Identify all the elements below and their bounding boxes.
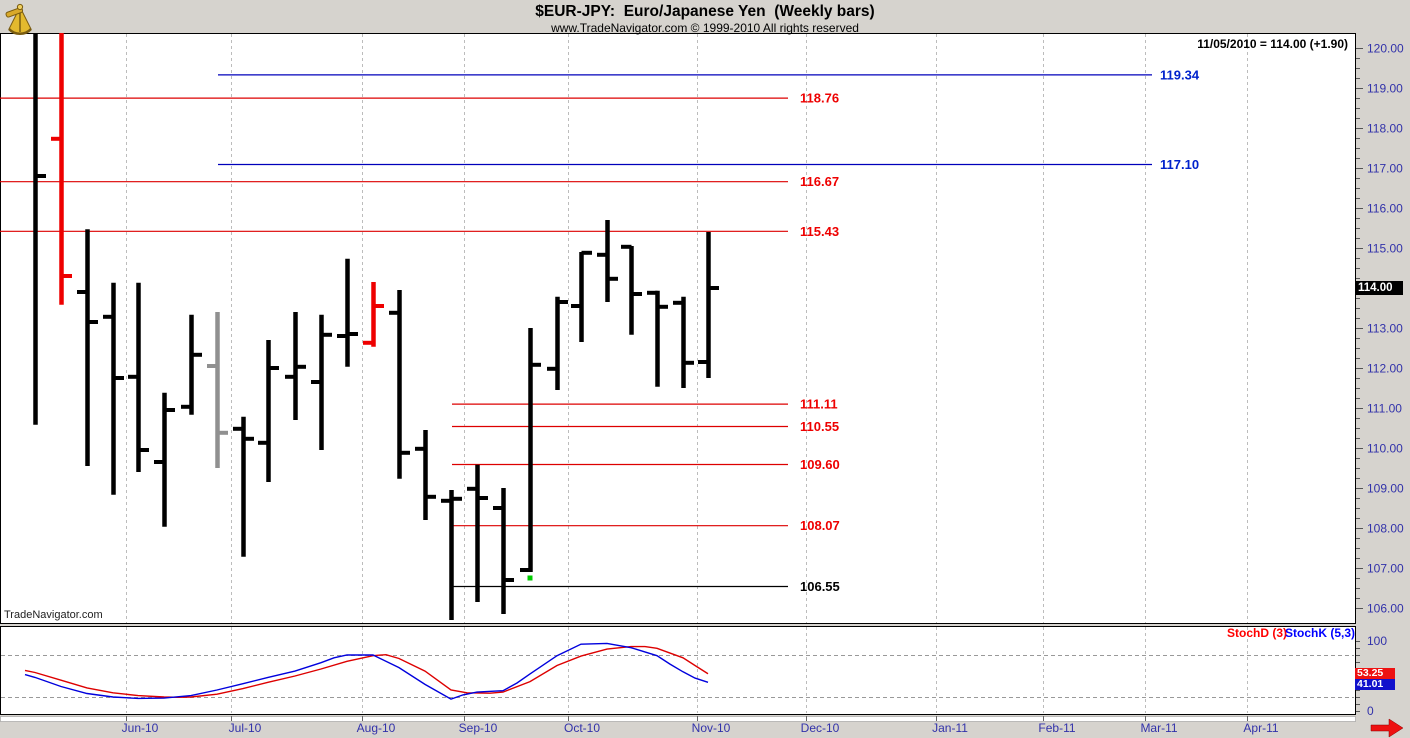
level-label: 110.55 xyxy=(800,419,839,434)
stoch-axis-0-label: 0 xyxy=(1367,704,1374,718)
month-label: Jan-11 xyxy=(932,721,968,735)
level-label: 116.67 xyxy=(800,174,839,189)
price-axis-label: 119.00 xyxy=(1367,82,1403,96)
stochd-value-box: 53.25 xyxy=(1355,668,1395,679)
chart-title: $EUR-JPY: Euro/Japanese Yen (Weekly bars… xyxy=(535,3,875,20)
price-axis-label: 118.00 xyxy=(1367,122,1403,136)
price-axis-label: 115.00 xyxy=(1367,242,1403,256)
month-label: Dec-10 xyxy=(801,721,840,735)
level-label: 118.76 xyxy=(800,91,839,106)
signal-marker xyxy=(527,575,533,581)
level-label: 117.10 xyxy=(1160,157,1199,172)
month-label: Aug-10 xyxy=(357,721,396,735)
last-price-box: 114.00 xyxy=(1355,281,1403,295)
price-axis-label: 112.00 xyxy=(1367,362,1403,376)
month-label: Feb-11 xyxy=(1038,721,1075,735)
price-axis-label: 107.00 xyxy=(1367,562,1404,576)
stoch-d-line xyxy=(24,645,709,699)
stoch-k-line xyxy=(24,642,709,700)
month-label: Jul-10 xyxy=(229,721,262,735)
level-label: 111.11 xyxy=(800,397,838,412)
stochk-legend-label[interactable]: StochK (5,3) xyxy=(1284,626,1355,640)
tradenavigator-logo-icon xyxy=(2,1,38,37)
price-axis-label: 116.00 xyxy=(1367,202,1403,216)
stochd-legend-label[interactable]: StochD (3) xyxy=(1227,626,1287,640)
price-axis-label: 117.00 xyxy=(1367,162,1403,176)
price-panel xyxy=(0,33,1356,624)
month-label: Mar-11 xyxy=(1140,721,1177,735)
month-label: Jun-10 xyxy=(122,721,159,735)
month-label: Sep-10 xyxy=(459,721,498,735)
watermark-text: TradeNavigator.com xyxy=(4,609,103,621)
stoch-panel xyxy=(0,626,1356,715)
chart-subtitle: www.TradeNavigator.com © 1999-2010 All r… xyxy=(551,21,859,35)
month-label: Apr-11 xyxy=(1243,721,1278,735)
level-label: 108.07 xyxy=(800,518,840,533)
level-label: 109.60 xyxy=(800,457,840,472)
level-label: 106.55 xyxy=(800,579,840,594)
price-axis-label: 120.00 xyxy=(1367,42,1404,56)
last-quote-readout: 11/05/2010 = 114.00 (+1.90) xyxy=(1197,37,1348,51)
month-label: Oct-10 xyxy=(564,721,600,735)
scrollbar-track xyxy=(0,716,1356,722)
month-label: Nov-10 xyxy=(692,721,731,735)
level-label: 119.34 xyxy=(1160,67,1200,82)
price-axis-label: 108.00 xyxy=(1367,522,1404,536)
price-axis-label: 110.00 xyxy=(1367,442,1403,456)
stochk-value-box: 41.01 xyxy=(1355,679,1395,690)
price-axis-label: 109.00 xyxy=(1367,482,1404,496)
price-axis-label: 111.00 xyxy=(1367,402,1402,416)
level-label: 115.43 xyxy=(800,224,839,239)
price-axis-label: 106.00 xyxy=(1367,602,1404,616)
scroll-right-arrow-icon[interactable] xyxy=(1370,718,1404,738)
stoch-axis-100-label: 100 xyxy=(1367,634,1388,648)
price-axis-label: 113.00 xyxy=(1367,322,1403,336)
